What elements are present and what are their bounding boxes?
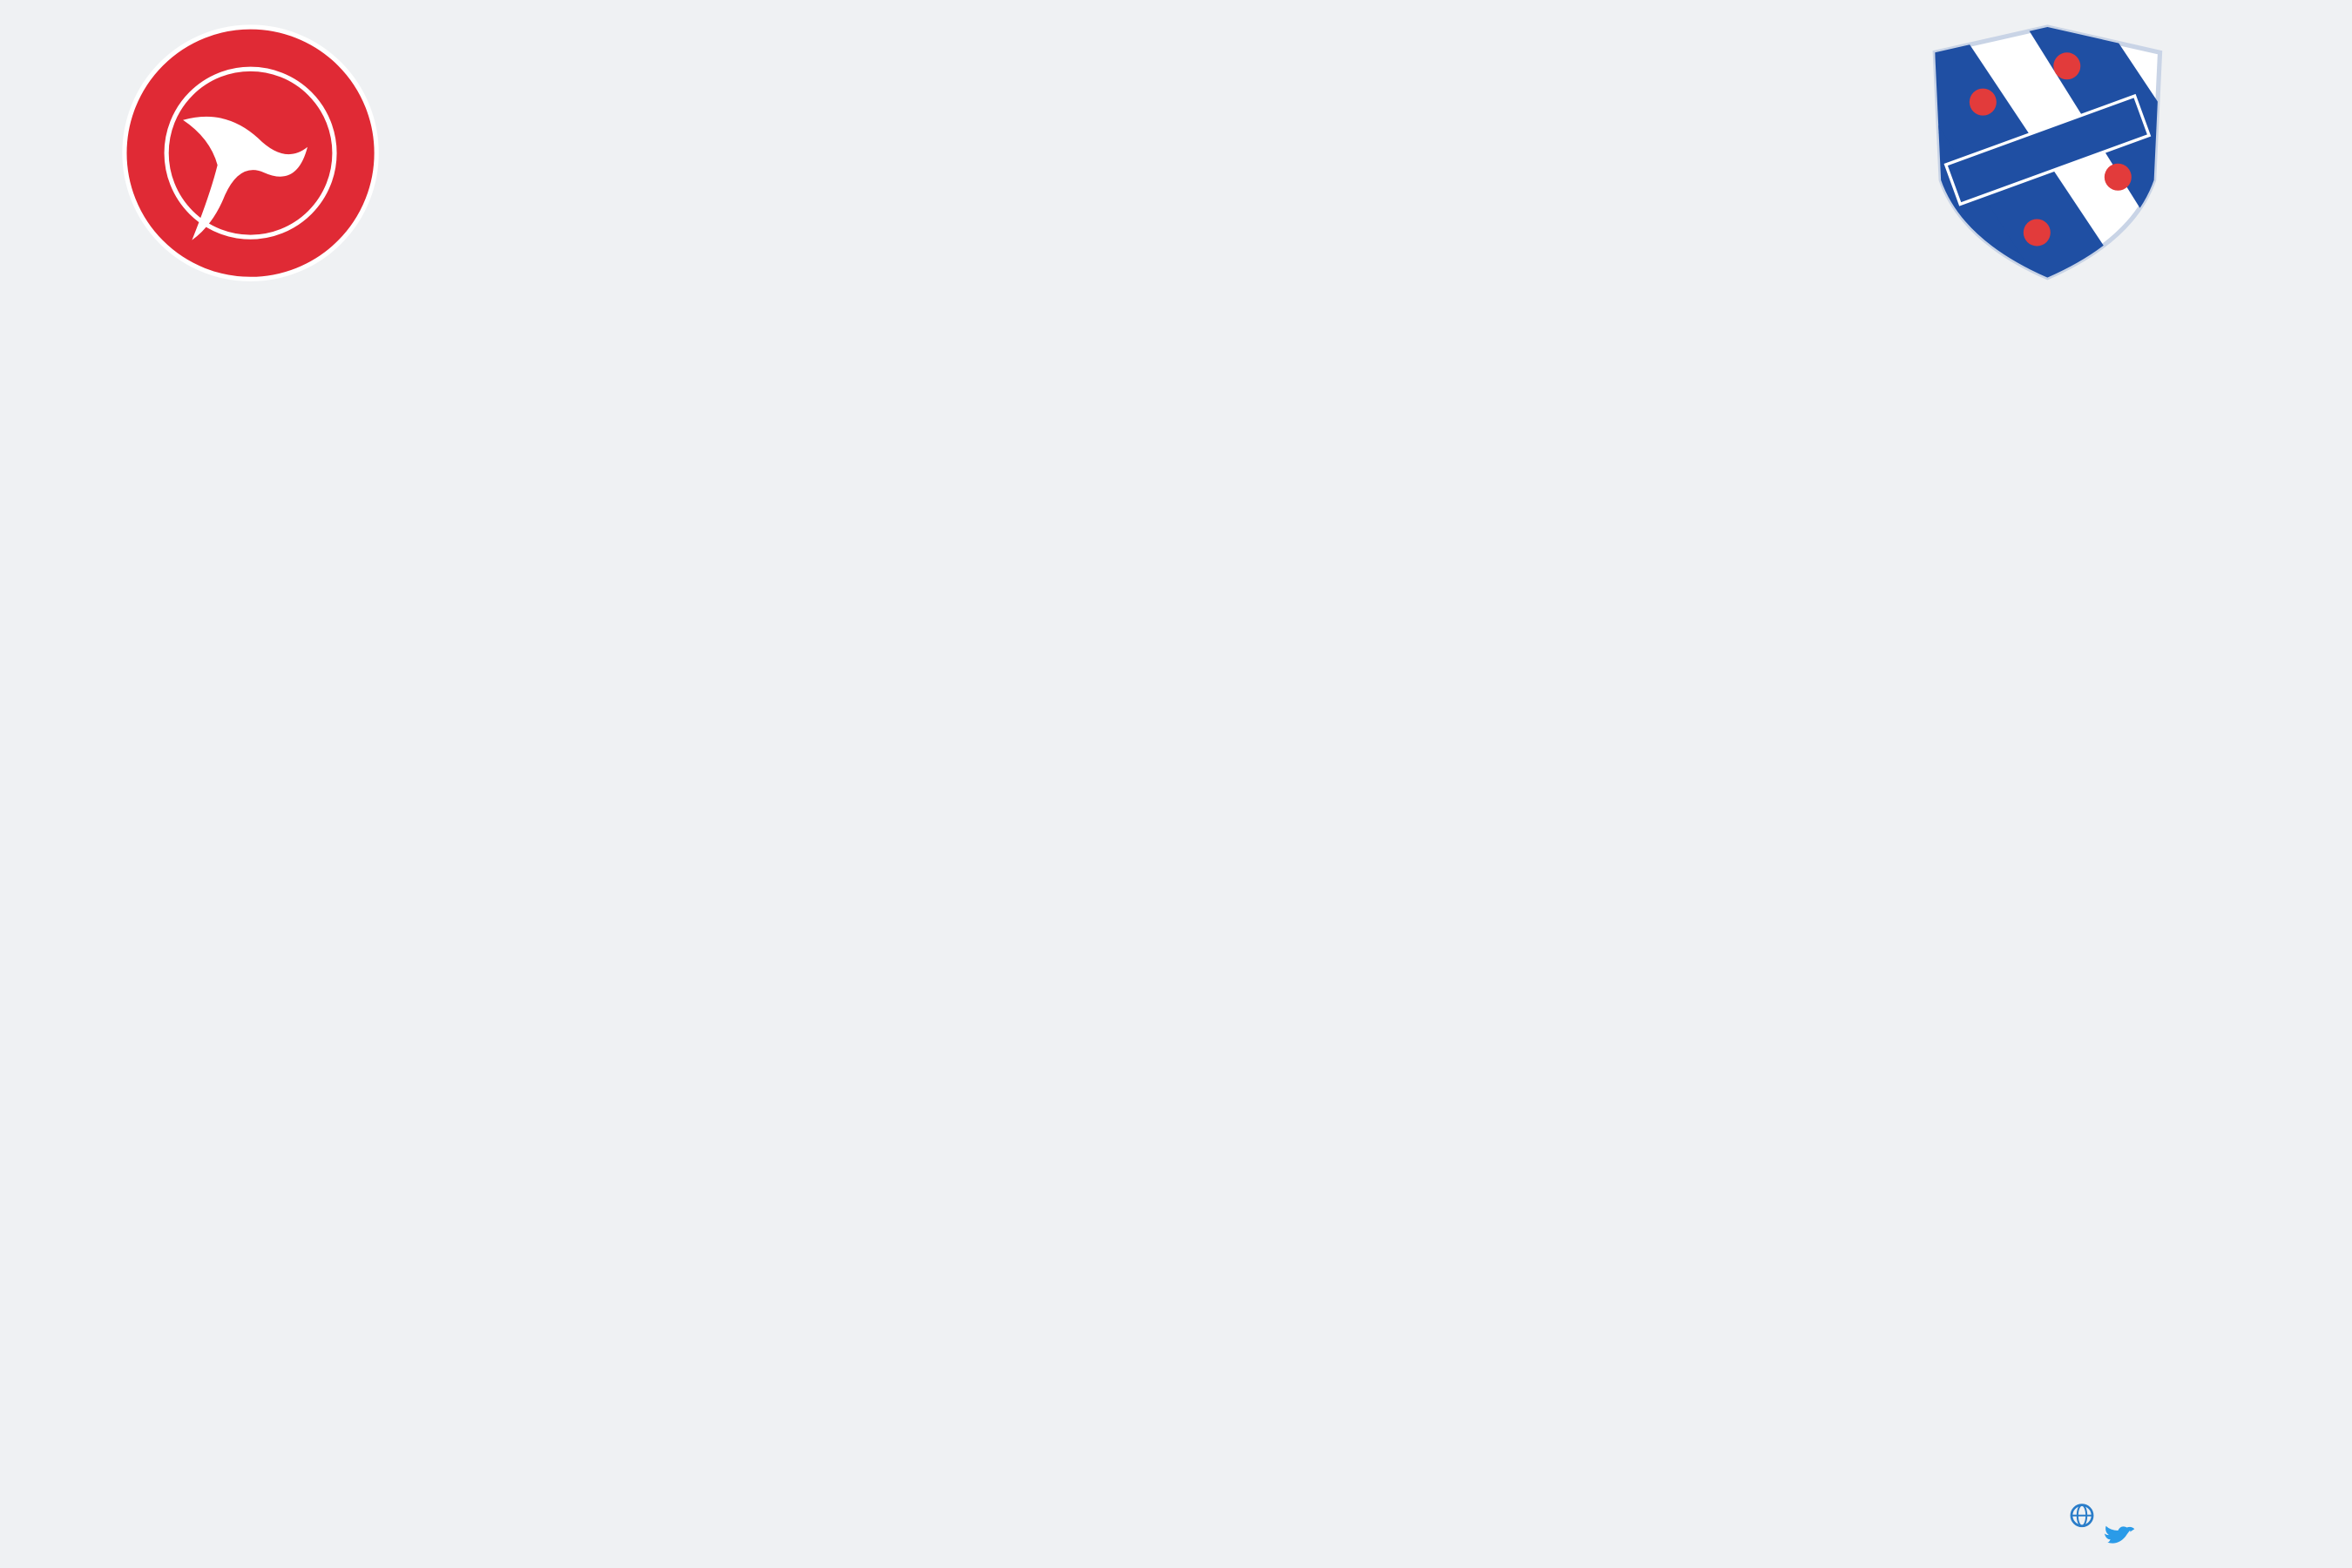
credits — [2070, 1504, 2135, 1544]
away-logo — [1932, 24, 2163, 280]
home-logo — [122, 24, 379, 281]
twitter-bird-icon — [2104, 1525, 2135, 1544]
globe-icon — [2070, 1504, 2094, 1528]
